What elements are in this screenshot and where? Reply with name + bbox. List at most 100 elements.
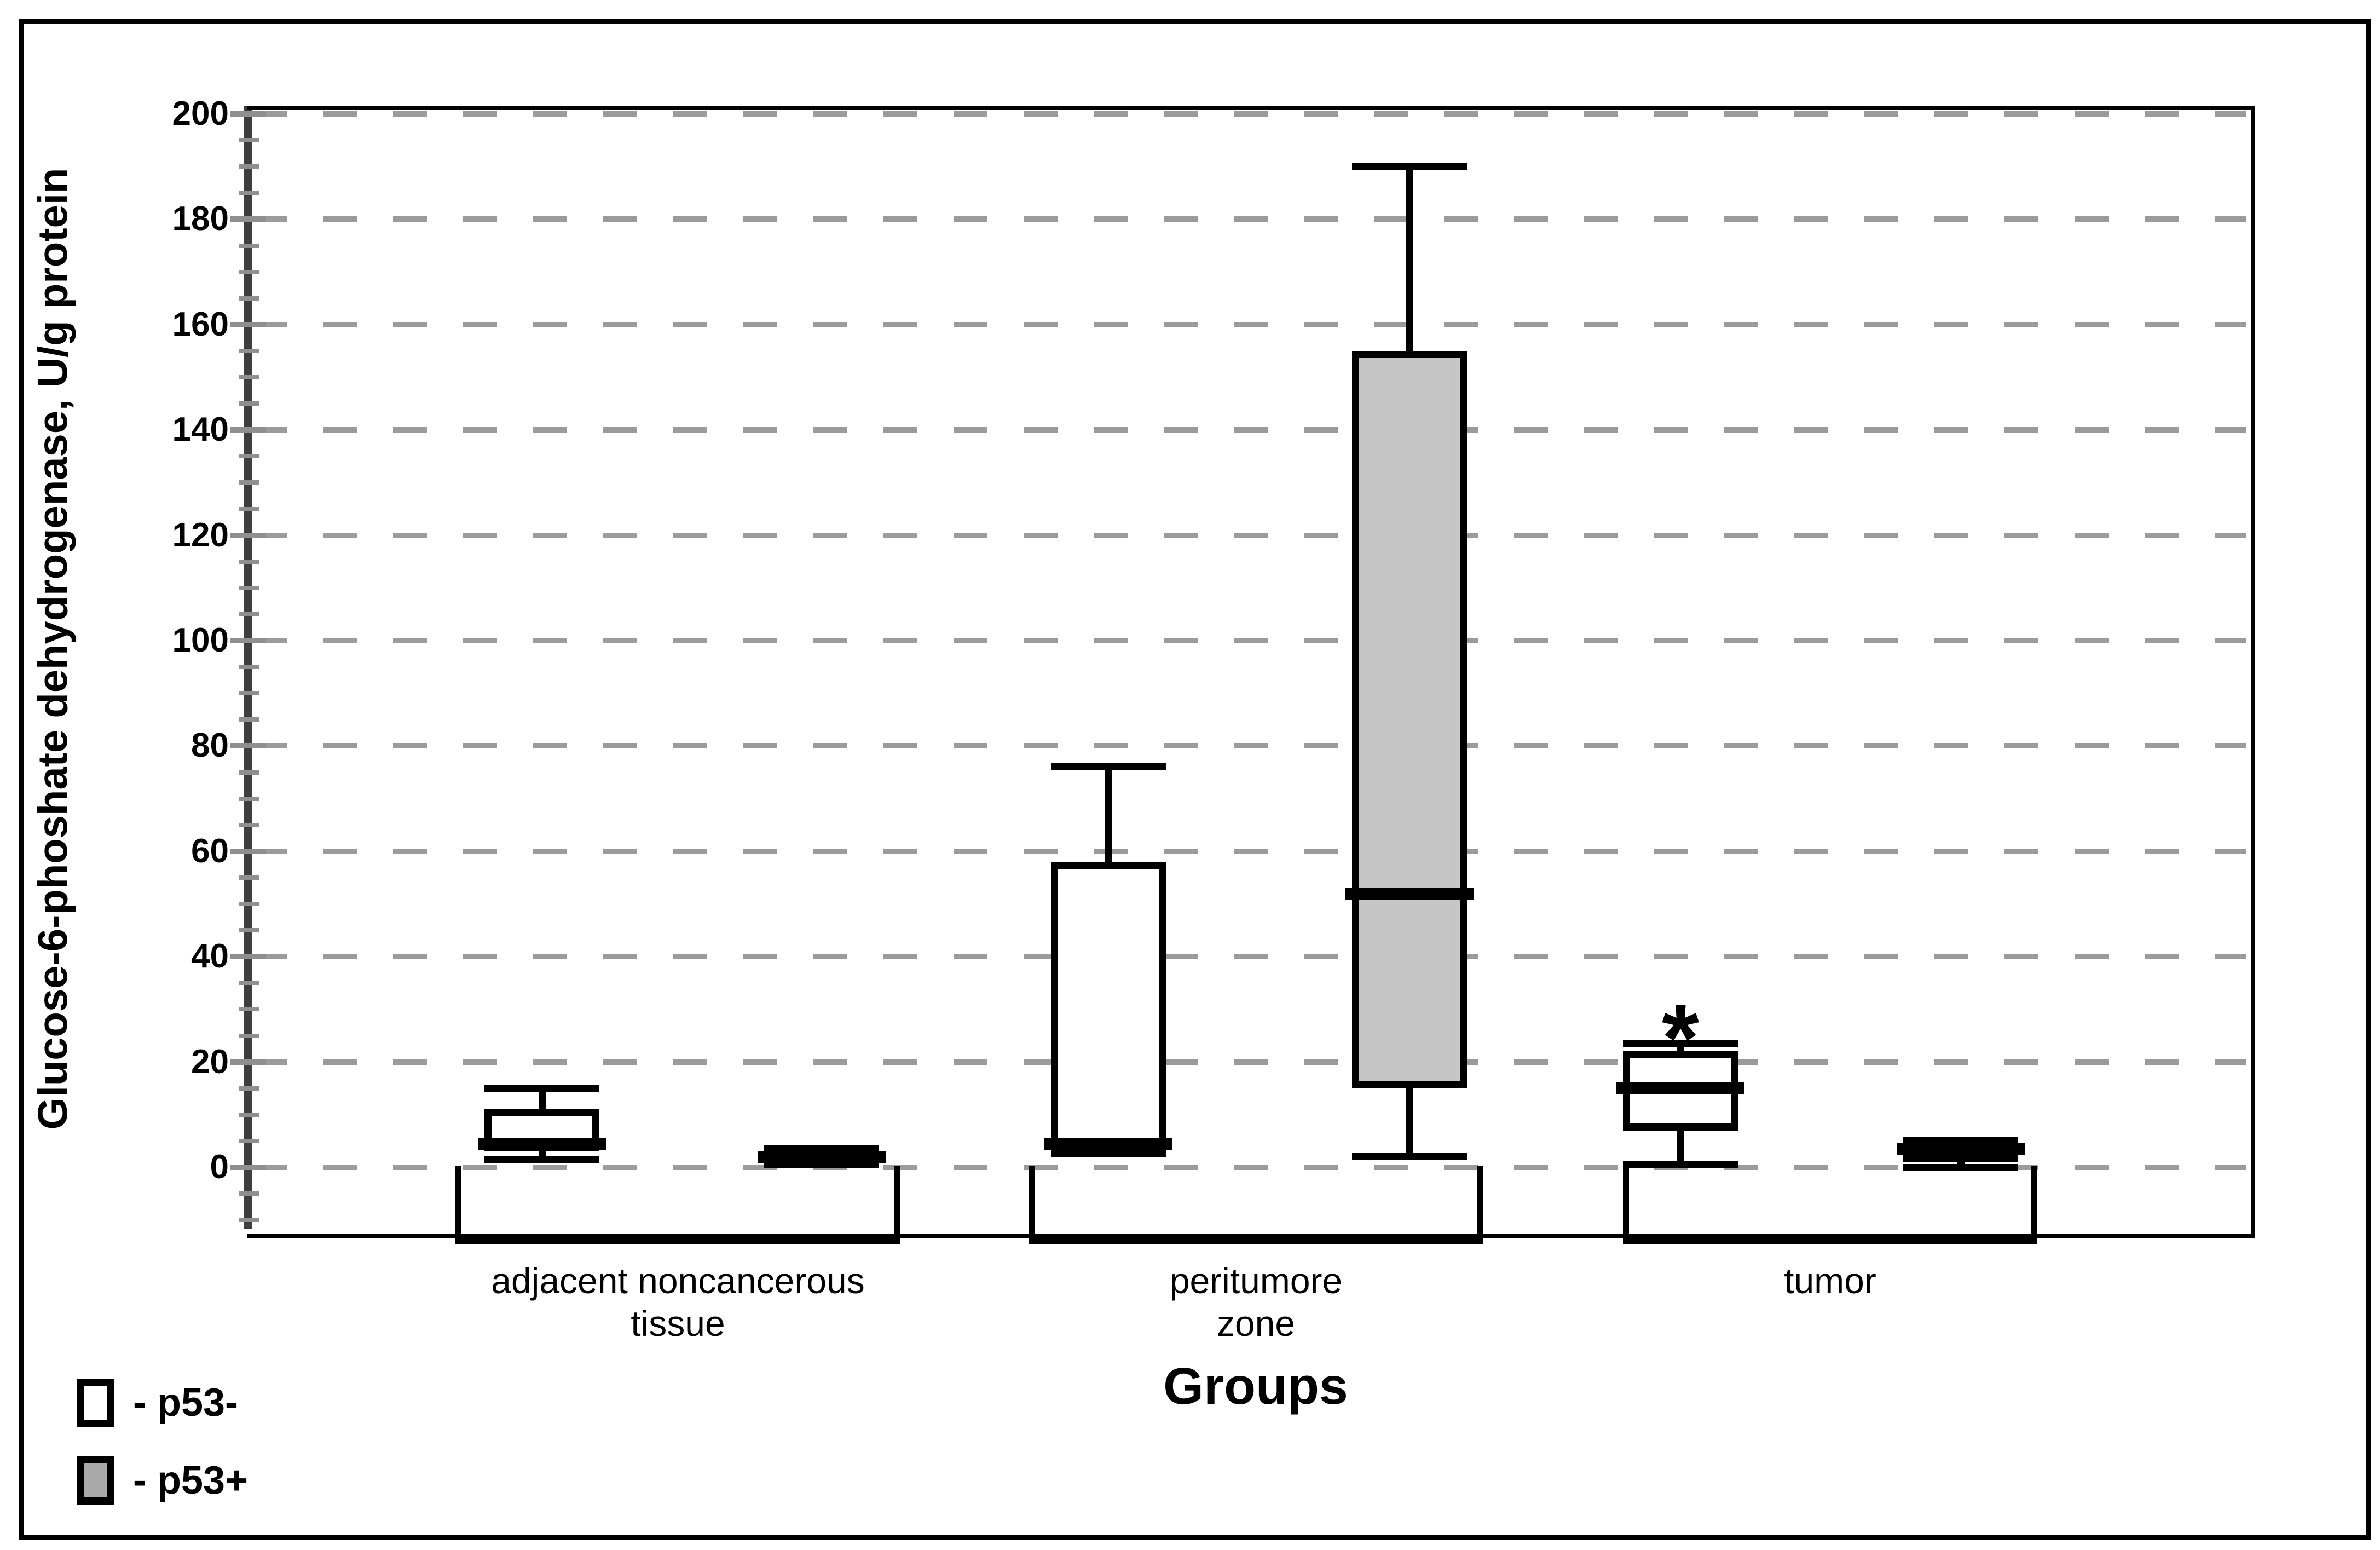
y-axis-major-tick	[230, 1165, 266, 1170]
y-axis-major-tick	[230, 427, 266, 433]
whisker-cap-top-p53neg-group3	[1623, 1040, 1738, 1047]
box-p53pos-group2	[1352, 350, 1467, 1088]
y-axis-minor-tick	[239, 796, 259, 801]
y-axis-minor-tick	[239, 1086, 259, 1091]
y-axis-minor-tick	[239, 296, 259, 301]
legend-label-p53pos: - p53+	[133, 1459, 249, 1502]
group-bracket	[1623, 1166, 2037, 1244]
y-tick-label: 160	[172, 305, 229, 343]
x-axis-title: Groups	[1163, 1357, 1348, 1415]
whisker-cap-top-p53pos-group1	[764, 1145, 879, 1153]
gridline	[253, 532, 2246, 538]
y-tick-label: 120	[172, 516, 229, 554]
y-axis-minor-tick	[239, 1007, 259, 1012]
box-p53neg-group2	[1051, 862, 1166, 1146]
whisker-cap-bottom-p53pos-group3	[1903, 1163, 2018, 1171]
whisker-cap-bottom-p53neg-group3	[1623, 1161, 1738, 1168]
y-axis-minor-tick	[239, 770, 259, 775]
legend-swatch-p53neg	[77, 1379, 114, 1427]
y-axis-minor-tick	[239, 454, 259, 459]
y-tick-label: 20	[191, 1042, 229, 1081]
y-axis-minor-tick	[239, 691, 259, 696]
x-axis-group-label: tumor	[1784, 1260, 1876, 1301]
y-axis-minor-tick	[239, 902, 259, 906]
whisker-lower-p53neg-group3	[1677, 1130, 1684, 1165]
y-axis-major-tick	[230, 848, 266, 854]
gridline	[253, 111, 2246, 117]
gridline	[253, 1165, 2246, 1170]
y-tick-label: 60	[191, 832, 229, 870]
y-axis-minor-tick	[239, 401, 259, 406]
whisker-lower-p53pos-group2	[1406, 1088, 1413, 1157]
y-axis-title: Glucose-6-phoshate dehydrogenase, U/g pr…	[30, 168, 77, 1130]
y-axis-minor-tick	[239, 480, 259, 485]
group-bracket	[1029, 1166, 1483, 1244]
y-axis-major-tick	[230, 743, 266, 749]
y-axis-major-tick	[230, 321, 266, 327]
y-axis-minor-tick	[239, 822, 259, 827]
gridline	[253, 1059, 2246, 1065]
whisker-upper-p53pos-group2	[1406, 166, 1413, 351]
gridline	[253, 427, 2246, 433]
y-axis-minor-tick	[239, 138, 259, 143]
median-line-p53neg-group3	[1616, 1082, 1744, 1094]
median-line-p53pos-group1	[758, 1150, 886, 1163]
median-line-p53pos-group2	[1345, 887, 1474, 900]
y-axis-minor-tick	[239, 585, 259, 590]
y-tick-label: 80	[191, 727, 229, 765]
gridline	[253, 848, 2246, 854]
median-line-p53neg-group2	[1044, 1137, 1172, 1150]
y-tick-label: 40	[191, 937, 229, 976]
y-tick-label: 0	[210, 1148, 229, 1186]
gridline	[253, 743, 2246, 749]
median-line-p53pos-group3	[1897, 1143, 2025, 1155]
y-axis-minor-tick	[239, 665, 259, 670]
gridline	[253, 638, 2246, 643]
y-axis-minor-tick	[239, 612, 259, 616]
y-axis-minor-tick	[239, 981, 259, 986]
y-axis-major-tick	[230, 216, 266, 222]
y-axis-major-tick	[230, 954, 266, 960]
y-axis-minor-tick	[239, 1218, 259, 1223]
y-axis-minor-tick	[239, 1138, 259, 1143]
plot-border	[247, 106, 2255, 1238]
whisker-cap-top-p53neg-group2	[1051, 763, 1166, 771]
y-tick-label: 200	[172, 95, 229, 132]
legend-swatch-p53pos	[77, 1456, 114, 1505]
y-axis-minor-tick	[239, 348, 259, 353]
legend-label-p53neg: - p53-	[133, 1381, 239, 1425]
y-tick-label: 180	[172, 200, 229, 238]
y-axis-major-tick	[230, 1059, 266, 1065]
whisker-cap-bottom-p53neg-group1	[484, 1156, 599, 1163]
y-axis-minor-tick	[239, 928, 259, 933]
gridline	[253, 954, 2246, 960]
y-axis-minor-tick	[239, 375, 259, 379]
y-axis-minor-tick	[239, 1112, 259, 1117]
x-axis-group-label: peritumore	[1169, 1260, 1343, 1301]
whisker-cap-bottom-p53pos-group2	[1352, 1153, 1467, 1161]
y-axis-major-tick	[230, 532, 266, 538]
whisker-cap-bottom-p53neg-group2	[1051, 1150, 1166, 1158]
whisker-cap-top-p53pos-group2	[1352, 163, 1467, 170]
x-axis-group-label: tissue	[631, 1303, 725, 1344]
y-axis-minor-tick	[239, 1033, 259, 1038]
y-axis-minor-tick	[239, 559, 259, 564]
y-axis-minor-tick	[239, 506, 259, 511]
y-axis-major-tick	[230, 638, 266, 643]
y-axis-minor-tick	[239, 875, 259, 880]
whisker-cap-top-p53neg-group1	[484, 1085, 599, 1092]
y-tick-label: 100	[172, 621, 229, 659]
gridline	[253, 216, 2246, 222]
y-axis-minor-tick	[239, 1191, 259, 1196]
y-axis-minor-tick	[239, 164, 259, 169]
y-axis-minor-tick	[239, 191, 259, 195]
y-axis-minor-tick	[239, 269, 259, 274]
y-axis-minor-tick	[239, 717, 259, 722]
group-bracket	[455, 1166, 900, 1244]
x-axis-group-label: adjacent noncancerous	[491, 1260, 865, 1301]
significance-asterisk: *	[1661, 985, 1700, 1092]
median-line-p53neg-group1	[478, 1137, 606, 1150]
figure-border	[19, 19, 2371, 1540]
gridline	[253, 321, 2246, 327]
